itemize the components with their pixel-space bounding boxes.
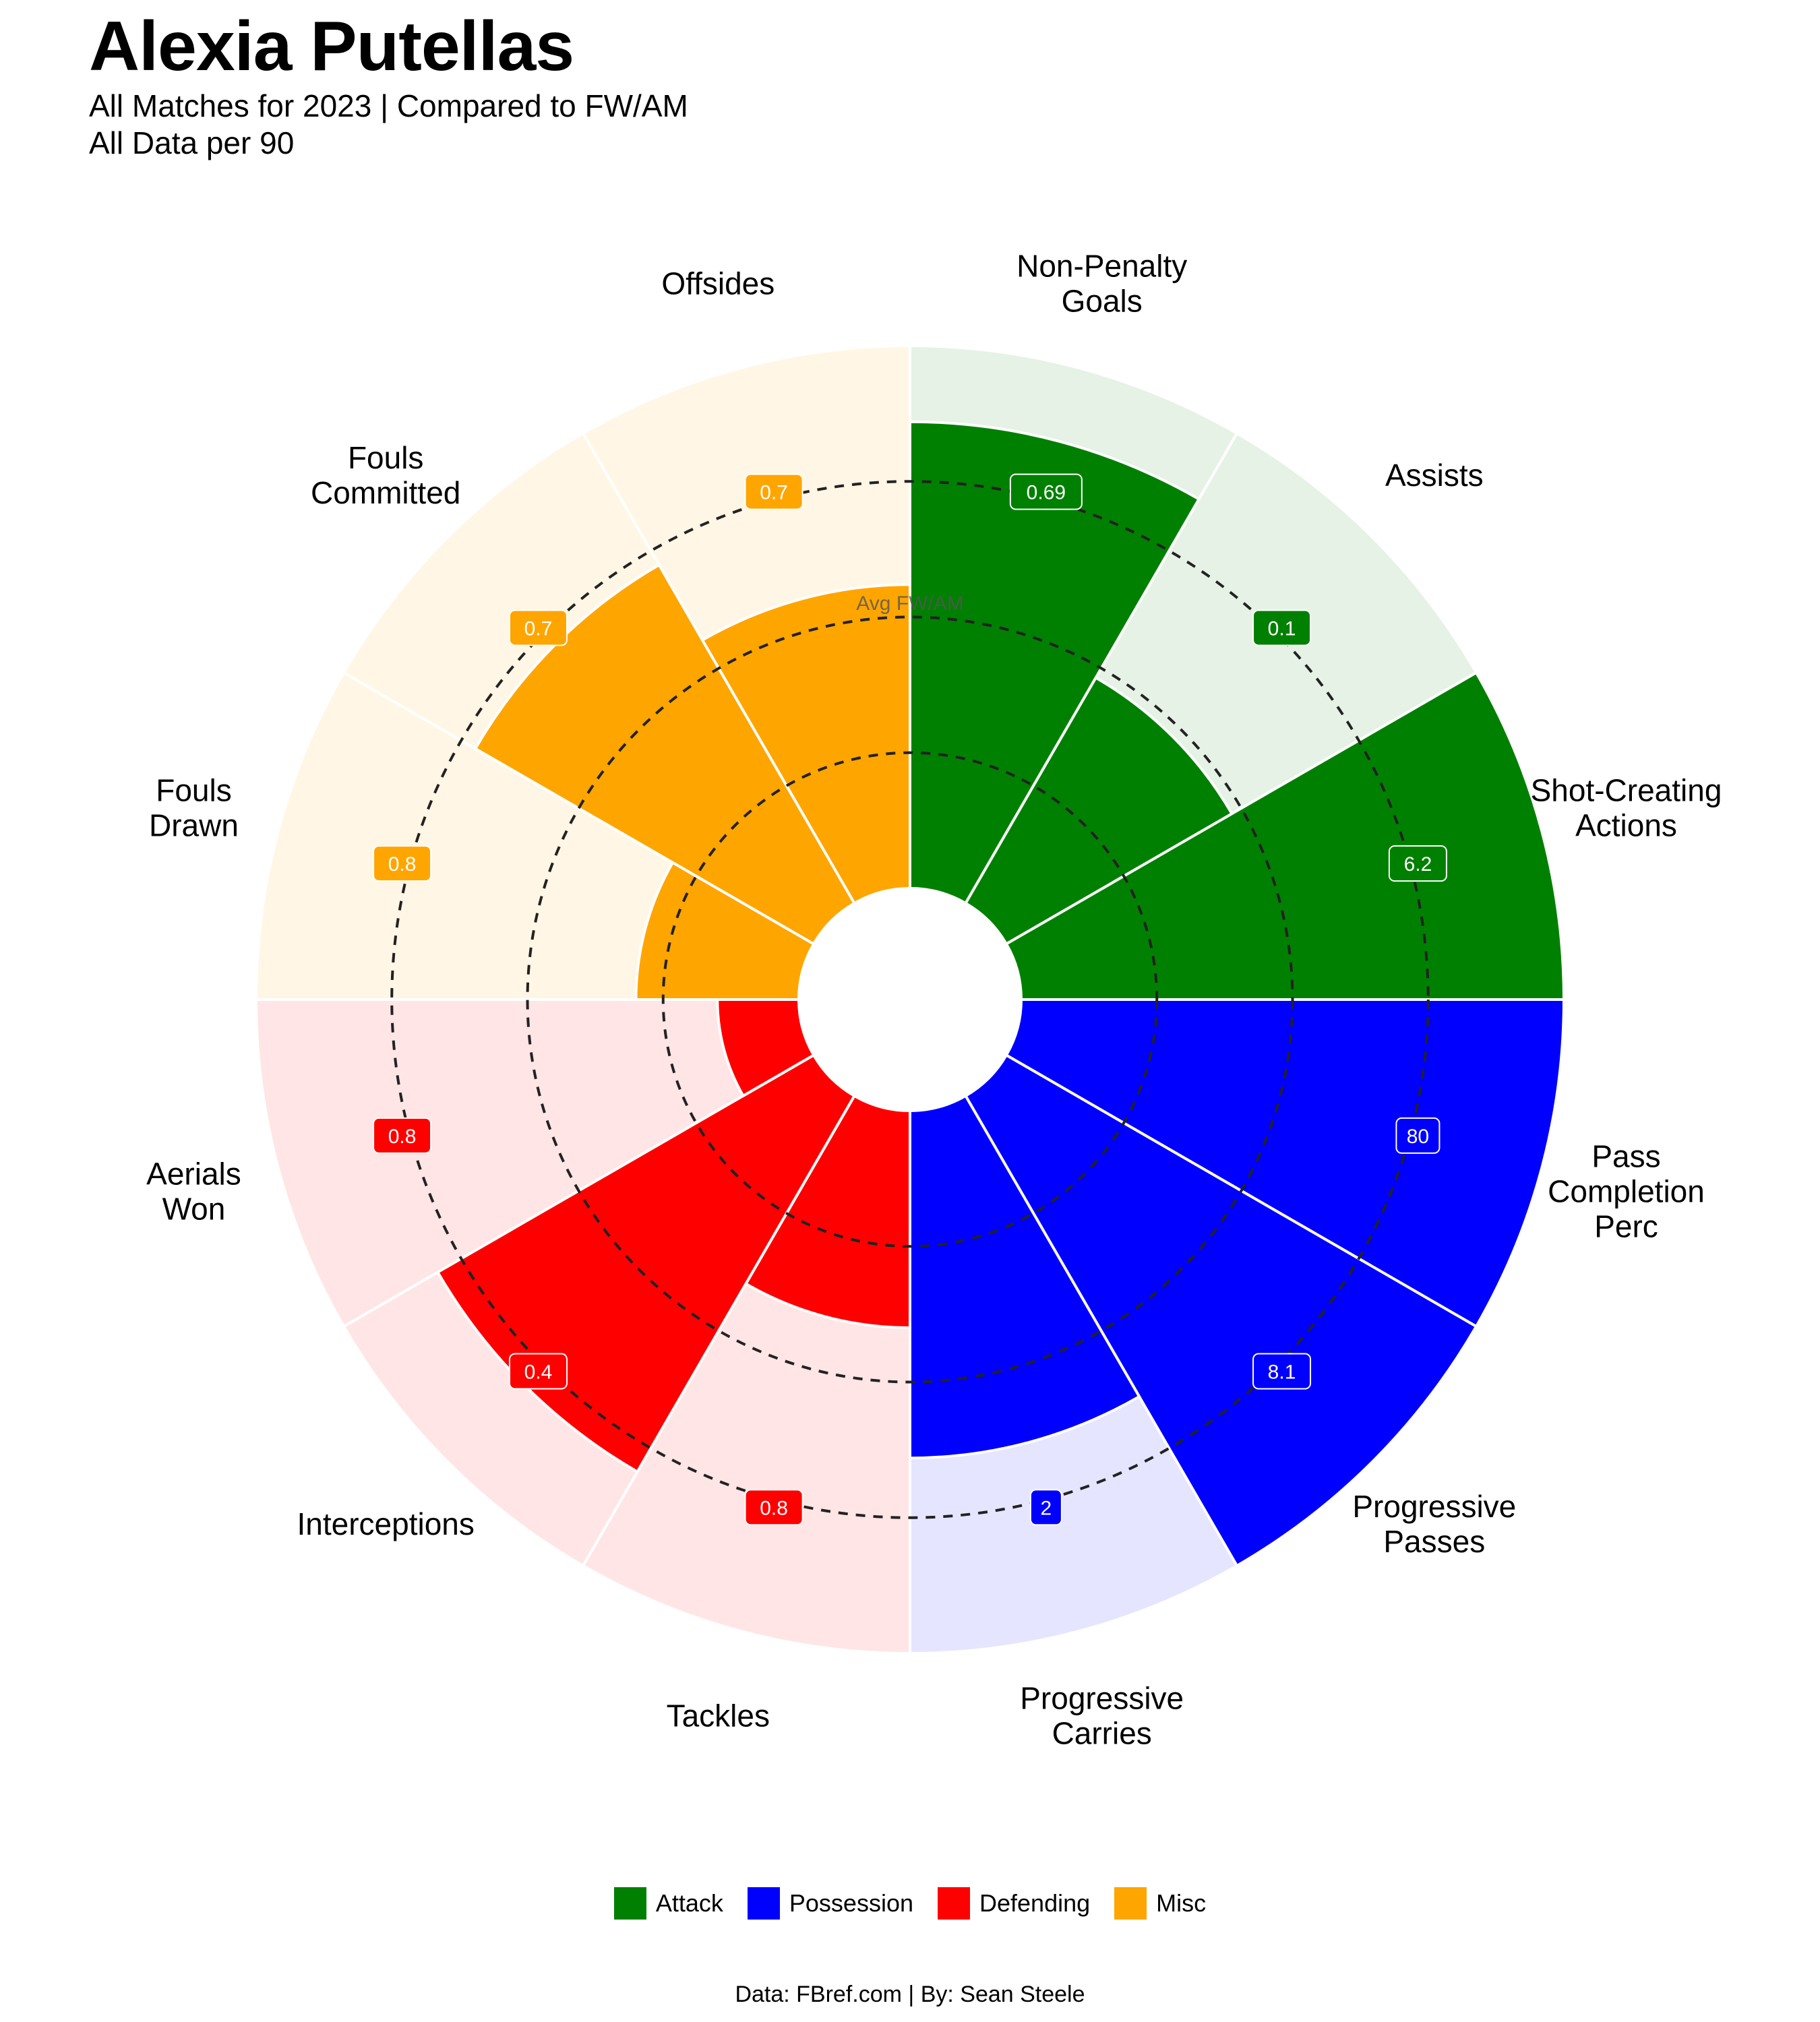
value-label-assists: 0.1 — [1268, 617, 1296, 640]
gridline-50 — [526, 615, 1294, 1384]
value-label-fouls-drawn: 0.8 — [388, 853, 417, 876]
value-badge-progressive-carries — [1029, 1489, 1062, 1526]
stat-label-interceptions: Interceptions — [297, 1506, 474, 1541]
legend: Attack Possession Defending Misc — [0, 1887, 1820, 1920]
value-label-pass-completion-perc: 80 — [1407, 1126, 1429, 1148]
legend-label: Misc — [1156, 1889, 1207, 1917]
stat-label-shot-creating-actions: Shot-Creating Actions — [1531, 772, 1722, 842]
legend-label: Defending — [979, 1889, 1091, 1917]
pizza-chart: Non-Penalty Goals Assists Shot-Creating Acti… — [146, 248, 1722, 1750]
legend-swatch — [938, 1887, 970, 1920]
value-badge-tackles — [744, 1489, 803, 1526]
legend-swatch — [1114, 1887, 1147, 1920]
value-badge-aerials-won — [373, 1117, 432, 1154]
stat-labels: Non-Penalty Goals Assists Shot-Creating Acti… — [146, 248, 1722, 1750]
stat-label-aerials-won: Aerials Won — [146, 1157, 241, 1227]
value-label-progressive-carries: 2 — [1041, 1497, 1052, 1519]
value-badge-non-penalty-goals — [1009, 473, 1083, 510]
legend-swatch — [747, 1887, 780, 1920]
value-label-aerials-won: 0.8 — [388, 1126, 417, 1148]
value-badge-pass-completion-perc — [1395, 1117, 1440, 1154]
value-label-shot-creating-actions: 6.2 — [1404, 853, 1432, 876]
value-label-tackles: 0.8 — [760, 1497, 788, 1519]
legend-swatch — [613, 1887, 646, 1920]
value-badge-fouls-committed — [508, 609, 568, 646]
chart-subtitle-line-2: All Data per 90 — [89, 125, 295, 160]
value-label-offsides: 0.7 — [760, 482, 788, 504]
value-labels: 0.69 0.1 6.2 80 8.1 2 0.8 0.4 0.8 0.8 0.7 0.7 — [373, 473, 1447, 1526]
value-label-progressive-passes: 8.1 — [1268, 1361, 1296, 1384]
legend-item-defending: Defending — [938, 1887, 1090, 1920]
value-badge-assists — [1252, 609, 1312, 646]
legend-item-attack: Attack — [613, 1887, 723, 1920]
stat-label-assists: Assists — [1385, 458, 1484, 493]
value-label-non-penalty-goals: 0.69 — [1027, 482, 1066, 504]
legend-item-misc: Misc — [1114, 1887, 1206, 1920]
avg-ring-label: Avg FW/AM — [856, 592, 963, 615]
legend-label: Possession — [789, 1889, 913, 1917]
value-badge-fouls-drawn — [373, 845, 432, 882]
stat-label-fouls-drawn: Fouls Drawn — [149, 772, 239, 842]
chart-subtitle-line-1: All Matches for 2023 | Compared to FW/AM — [89, 88, 688, 123]
stat-label-pass-completion-perc: Pass Completion Perc — [1548, 1139, 1705, 1244]
value-badge-shot-creating-actions — [1388, 845, 1447, 882]
gridline-75 — [390, 480, 1430, 1519]
stat-label-tackles: Tackles — [667, 1698, 770, 1734]
legend-label: Attack — [655, 1889, 723, 1917]
chart-title: Alexia Putellas — [89, 7, 574, 86]
value-badge-progressive-passes — [1252, 1353, 1312, 1390]
legend-item-possession: Possession — [747, 1887, 913, 1920]
stat-label-progressive-carries: Progressive Carries — [1020, 1681, 1184, 1751]
stat-label-offsides: Offsides — [661, 266, 775, 301]
gridline-25 — [661, 751, 1159, 1248]
stat-label-fouls-committed: Fouls Committed — [311, 440, 460, 510]
value-badge-offsides — [744, 473, 803, 510]
caption: Data: FBref.com | By: Sean Steele — [735, 1982, 1085, 2007]
value-badge-interceptions — [508, 1353, 568, 1390]
chart-header: Alexia Putellas All Matches for 2023 | C… — [89, 7, 688, 162]
gridlines — [390, 480, 1430, 1519]
value-label-fouls-committed: 0.7 — [524, 617, 553, 640]
stat-label-non-penalty-goals: Non-Penalty Goals — [1017, 248, 1187, 318]
stat-label-progressive-passes: Progressive Passes — [1352, 1489, 1516, 1559]
value-label-interceptions: 0.4 — [524, 1361, 553, 1384]
center-hub — [799, 888, 1021, 1111]
